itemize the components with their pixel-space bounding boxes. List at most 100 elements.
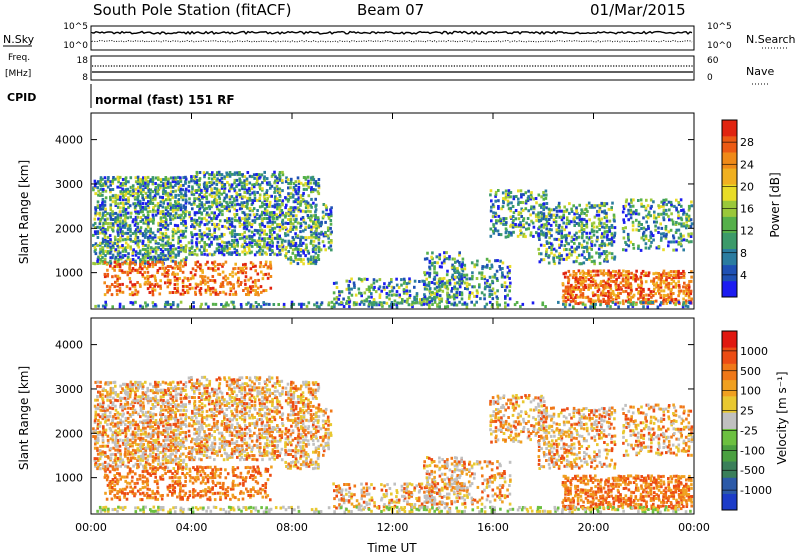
echo-cell [196, 237, 199, 240]
echo-cell [218, 192, 221, 195]
echo-cell [253, 239, 256, 242]
echo-cell [391, 289, 394, 292]
echo-cell [249, 193, 252, 196]
echo-cell [250, 267, 253, 270]
echo-cell [434, 282, 437, 285]
echo-cell [129, 293, 132, 296]
echo-cell [570, 300, 573, 303]
echo-cell [436, 293, 439, 296]
echo-cell [211, 233, 214, 236]
echo-cell [653, 288, 656, 291]
echo-cell [121, 244, 124, 247]
echo-cell [221, 177, 224, 180]
echo-cell [257, 273, 260, 276]
echo-cell [677, 214, 680, 217]
echo-cell [598, 214, 601, 217]
echo-cell [355, 303, 358, 306]
echo-cell [101, 178, 104, 181]
echo-cell [375, 303, 378, 306]
echo-cell [453, 265, 456, 268]
echo-cell [313, 303, 316, 306]
echo-cell [106, 409, 109, 412]
echo-cell [217, 267, 220, 270]
echo-cell [172, 218, 175, 221]
echo-cell [662, 199, 665, 202]
echo-cell [635, 209, 638, 212]
echo-cell [167, 236, 170, 239]
echo-cell [119, 265, 122, 268]
echo-cell [104, 204, 107, 207]
echo-cell [545, 218, 548, 221]
echo-cell [602, 280, 605, 283]
echo-cell [543, 234, 546, 237]
echo-cell [253, 213, 256, 216]
echo-cell [683, 301, 686, 304]
echo-cell [252, 263, 255, 266]
echo-cell [373, 303, 376, 306]
echo-cell [274, 203, 277, 206]
echo-cell [306, 305, 309, 308]
echo-cell [139, 421, 142, 424]
echo-cell [141, 194, 144, 197]
echo-cell [190, 175, 193, 178]
echo-cell [113, 265, 116, 268]
echo-cell [174, 283, 177, 286]
echo-cell [300, 258, 303, 261]
echo-cell [471, 292, 474, 295]
echo-cell [140, 443, 143, 446]
echo-cell [406, 292, 409, 295]
echo-cell [652, 294, 655, 297]
echo-cell [585, 276, 588, 279]
echo-cell [562, 216, 565, 219]
echo-cell [95, 413, 98, 416]
echo-cell [276, 223, 279, 226]
echo-cell [174, 176, 177, 179]
echo-cell [687, 305, 690, 308]
echo-cell [214, 289, 217, 292]
echo-cell [438, 289, 441, 292]
echo-cell [597, 274, 600, 277]
echo-cell [538, 194, 541, 197]
echo-cell [109, 399, 112, 402]
echo-cell [632, 198, 635, 201]
echo-cell [505, 217, 508, 220]
echo-cell [262, 249, 265, 252]
echo-cell [565, 226, 568, 229]
echo-cell [544, 305, 547, 308]
echo-cell [393, 293, 396, 296]
echo-cell [366, 278, 369, 281]
echo-cell [190, 231, 193, 234]
echo-cell [617, 272, 620, 275]
echo-cell [104, 208, 107, 211]
echo-cell [159, 261, 162, 264]
echo-cell [504, 295, 507, 298]
echo-cell [614, 303, 617, 306]
echo-cell [570, 254, 573, 257]
echo-cell [295, 214, 298, 217]
echo-cell [99, 226, 102, 229]
echo-cell [139, 463, 142, 466]
echo-cell [284, 226, 287, 229]
echo-cell [668, 230, 671, 233]
echo-cell [302, 242, 305, 245]
echo-cell [663, 209, 666, 212]
echo-cell [318, 242, 321, 245]
echo-cell [690, 240, 693, 243]
echo-cell [273, 253, 276, 256]
echo-cell [297, 176, 300, 179]
echo-cell [632, 301, 635, 304]
echo-cell [137, 455, 140, 458]
echo-cell [199, 249, 202, 252]
echo-cell [638, 229, 641, 232]
echo-cell [645, 235, 648, 238]
echo-cell [127, 244, 130, 247]
echo-cell [281, 243, 284, 246]
echo-cell [686, 239, 689, 242]
echo-cell [622, 274, 625, 277]
echo-cell [228, 241, 231, 244]
echo-cell [515, 195, 518, 198]
echo-cell [216, 177, 219, 180]
echo-cell [174, 273, 177, 276]
echo-cell [134, 202, 137, 205]
echo-cell [509, 195, 512, 198]
